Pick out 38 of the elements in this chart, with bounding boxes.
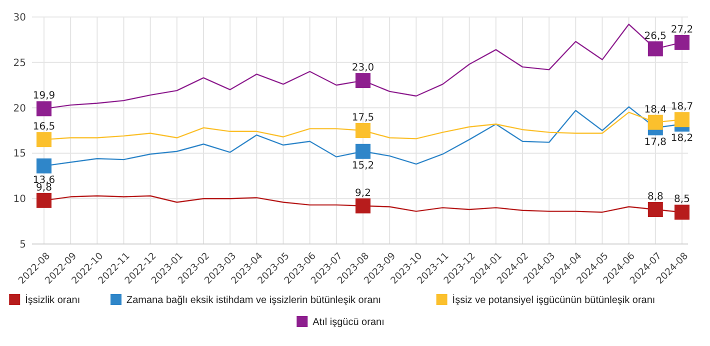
y-tick-label: 25 xyxy=(13,58,26,69)
legend-label: Atıl işgücü oranı xyxy=(312,317,384,328)
y-tick-label: 5 xyxy=(20,240,26,250)
point xyxy=(356,144,370,159)
data-label: 17,8 xyxy=(644,136,667,148)
data-label: 8,8 xyxy=(647,191,664,202)
point xyxy=(674,112,690,128)
point xyxy=(36,101,52,116)
legend-label: Zamana bağlı eksik istihdam ve işsizlerin bütünleşik oranı xyxy=(126,295,382,306)
data-label: 16,5 xyxy=(32,122,56,133)
point xyxy=(648,41,663,56)
point xyxy=(648,114,663,130)
data-label: 15,2 xyxy=(352,160,374,172)
data-label: 18,7 xyxy=(670,102,694,113)
data-label: 23,0 xyxy=(352,62,374,74)
data-label: 17,5 xyxy=(352,112,374,124)
point xyxy=(648,202,663,217)
data-label: 8,5 xyxy=(674,194,690,206)
point xyxy=(356,73,370,88)
y-tick-label: 10 xyxy=(13,194,26,206)
data-label: 19,9 xyxy=(32,90,56,102)
y-tick-label: 30 xyxy=(13,12,26,24)
data-label: 18,2 xyxy=(670,133,694,144)
data-label: 27,2 xyxy=(670,24,694,36)
point xyxy=(36,132,52,148)
data-label: 26,5 xyxy=(644,30,667,42)
y-tick-label: 15 xyxy=(13,148,26,160)
point xyxy=(674,34,690,50)
point xyxy=(36,158,52,174)
point xyxy=(356,123,370,138)
legend-label: İşsizlik oranı xyxy=(25,294,80,306)
point xyxy=(356,198,370,214)
legend-label: İşsiz ve potansiyel işgücünün bütünleşik oranı xyxy=(452,294,656,306)
y-tick-label: 20 xyxy=(13,103,26,114)
point xyxy=(674,204,690,220)
data-label: 9,2 xyxy=(355,188,371,199)
data-label: 18,4 xyxy=(644,104,667,116)
point xyxy=(36,192,52,208)
